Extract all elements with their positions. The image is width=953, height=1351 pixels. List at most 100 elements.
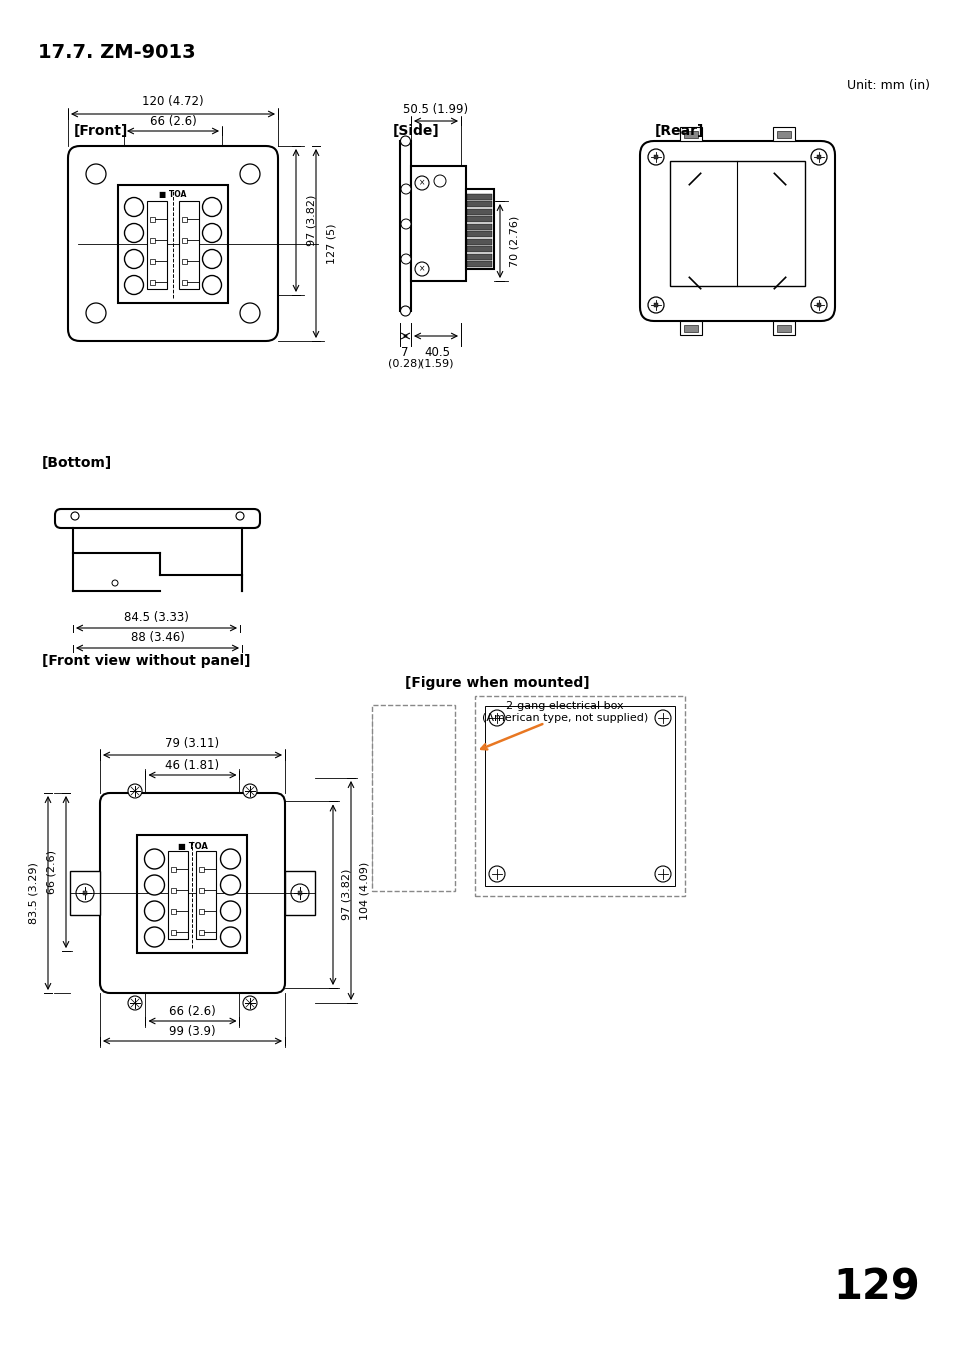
Bar (372, 761, 388, 771)
Bar (400, 827, 419, 834)
Bar (199, 909, 204, 915)
Circle shape (144, 927, 164, 947)
Circle shape (243, 784, 256, 798)
Text: 79 (3.11): 79 (3.11) (165, 738, 219, 751)
Circle shape (647, 149, 663, 165)
Bar (372, 816, 388, 827)
Text: 17.7. ZM-9013: 17.7. ZM-9013 (38, 43, 195, 62)
Bar (475, 696, 684, 896)
Bar (400, 763, 419, 769)
Text: [Bottom]: [Bottom] (42, 457, 112, 470)
Circle shape (810, 297, 826, 313)
Text: ■ TOA: ■ TOA (177, 842, 207, 851)
FancyBboxPatch shape (100, 793, 285, 993)
Bar (372, 705, 455, 892)
Circle shape (647, 297, 663, 313)
Circle shape (434, 176, 446, 186)
Text: ×: × (418, 265, 425, 273)
Bar (467, 231, 492, 236)
Bar (172, 867, 176, 871)
Bar (83, 892, 87, 894)
Bar (199, 929, 204, 935)
Text: (American type, not supplied): (American type, not supplied) (481, 713, 647, 723)
Circle shape (202, 250, 221, 269)
Bar (372, 802, 388, 813)
Bar (118, 185, 228, 303)
Bar (150, 218, 154, 222)
Circle shape (76, 884, 94, 902)
FancyBboxPatch shape (68, 146, 277, 340)
Bar (179, 201, 199, 289)
Circle shape (220, 848, 240, 869)
Circle shape (810, 149, 826, 165)
Bar (199, 867, 204, 871)
Bar (150, 238, 154, 243)
Bar (182, 238, 187, 243)
Bar (172, 909, 176, 915)
Circle shape (489, 711, 504, 725)
Bar (484, 707, 675, 886)
Text: 70 (2.76): 70 (2.76) (510, 215, 519, 266)
Circle shape (388, 742, 399, 754)
Bar (467, 208, 492, 215)
Circle shape (71, 512, 79, 520)
Text: [Front]: [Front] (74, 124, 129, 138)
Bar (372, 788, 388, 798)
Bar (150, 259, 154, 263)
Bar (182, 218, 187, 222)
Bar (399, 141, 411, 311)
Bar (372, 746, 388, 757)
Bar (172, 929, 176, 935)
Circle shape (655, 866, 670, 882)
Bar (199, 888, 204, 893)
Circle shape (128, 784, 142, 798)
Bar (772, 127, 794, 141)
Circle shape (243, 996, 256, 1011)
Bar (467, 193, 492, 200)
Bar (772, 322, 794, 335)
Text: (0.28): (0.28) (388, 358, 421, 367)
Bar (372, 774, 388, 785)
Bar (411, 166, 465, 281)
Text: 66 (2.6): 66 (2.6) (169, 1005, 215, 1017)
Text: 2-gang electrical box: 2-gang electrical box (506, 701, 623, 711)
Circle shape (235, 512, 244, 520)
Bar (372, 717, 388, 730)
Text: 66 (2.6): 66 (2.6) (150, 115, 196, 128)
Bar (297, 892, 302, 894)
Bar (467, 223, 492, 230)
Circle shape (400, 219, 411, 230)
Text: 99 (3.9): 99 (3.9) (169, 1024, 215, 1038)
Text: 129: 129 (832, 1267, 919, 1309)
Text: 46 (1.81): 46 (1.81) (165, 758, 219, 771)
Text: 104 (4.09): 104 (4.09) (359, 862, 370, 920)
Circle shape (388, 844, 399, 857)
Bar (654, 155, 658, 159)
Bar (683, 131, 698, 138)
FancyBboxPatch shape (55, 509, 260, 528)
Bar (400, 771, 419, 777)
Circle shape (144, 848, 164, 869)
Bar (150, 280, 154, 285)
Text: 97 (3.82): 97 (3.82) (341, 869, 352, 920)
Circle shape (415, 262, 429, 276)
Bar (372, 858, 388, 869)
Bar (400, 802, 419, 809)
Text: 97 (3.82): 97 (3.82) (307, 195, 316, 246)
Text: (1.59): (1.59) (420, 358, 454, 367)
Text: [Front view without panel]: [Front view without panel] (42, 654, 251, 667)
Bar (679, 322, 701, 335)
Circle shape (125, 223, 143, 242)
Circle shape (400, 184, 411, 195)
Text: [Figure when mounted]: [Figure when mounted] (405, 676, 589, 690)
Circle shape (489, 866, 504, 882)
Circle shape (220, 875, 240, 894)
Text: ■ TOA: ■ TOA (159, 190, 187, 200)
Bar (776, 326, 790, 332)
Text: Unit: mm (in): Unit: mm (in) (846, 80, 929, 92)
Circle shape (125, 197, 143, 216)
Bar (683, 326, 698, 332)
Text: 50.5 (1.99): 50.5 (1.99) (403, 104, 468, 116)
Bar (372, 830, 388, 842)
Circle shape (144, 875, 164, 894)
